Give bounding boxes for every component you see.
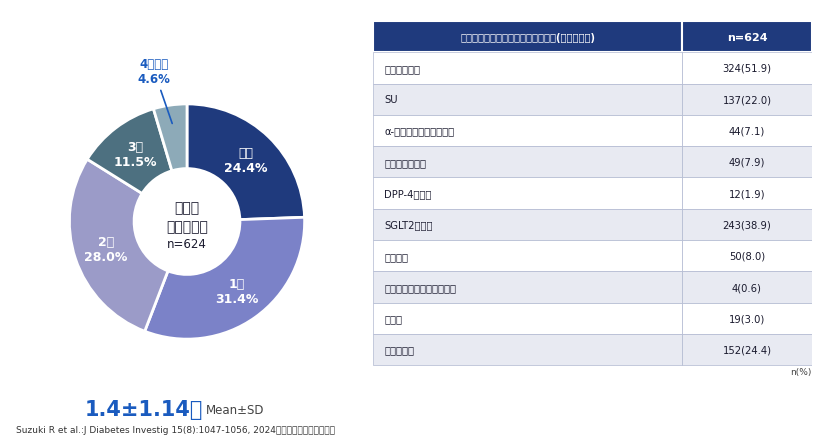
FancyBboxPatch shape [682,303,812,334]
FancyBboxPatch shape [682,116,812,147]
Wedge shape [187,105,305,220]
Text: 44(7.1): 44(7.1) [729,126,765,136]
FancyBboxPatch shape [373,53,682,85]
Text: Mean±SD: Mean±SD [206,403,264,416]
Text: 2剤
28.0%: 2剤 28.0% [84,235,128,263]
FancyBboxPatch shape [373,22,682,53]
FancyBboxPatch shape [682,147,812,178]
Text: アルドース還元酵素陰害薬: アルドース還元酵素陰害薬 [384,283,456,292]
FancyBboxPatch shape [373,334,682,365]
FancyBboxPatch shape [373,303,682,334]
Text: 19(3.0): 19(3.0) [729,314,765,324]
FancyBboxPatch shape [682,209,812,240]
FancyBboxPatch shape [373,116,682,147]
FancyBboxPatch shape [373,240,682,272]
Wedge shape [69,160,168,332]
FancyBboxPatch shape [682,22,812,53]
Text: Suzuki R et al.:J Diabetes Investig 15(8):1047-1056, 2024より作図・抜粹して作表: Suzuki R et al.:J Diabetes Investig 15(8… [16,424,335,434]
Text: 49(7.9): 49(7.9) [728,157,765,167]
Text: 4剤以上
4.6%: 4剤以上 4.6% [138,58,172,124]
Text: 243(38.9): 243(38.9) [723,220,771,230]
FancyBboxPatch shape [682,240,812,272]
Wedge shape [153,105,187,171]
Text: 137(22.0): 137(22.0) [723,95,771,105]
Wedge shape [145,218,305,339]
Text: 4(0.6): 4(0.6) [732,283,762,292]
FancyBboxPatch shape [373,85,682,116]
Text: メトホルミン: メトホルミン [384,64,420,74]
Text: なし
24.4%: なし 24.4% [224,147,268,175]
Text: グリニド: グリニド [384,251,408,261]
FancyBboxPatch shape [373,209,682,240]
Text: 1.4±1.14剤: 1.4±1.14剤 [85,399,204,420]
Circle shape [134,169,240,275]
Text: 12(1.9): 12(1.9) [728,189,765,199]
Text: α-グルコシダーゼ阴害薬: α-グルコシダーゼ阴害薬 [384,126,454,136]
Text: SGLT2陰害薬: SGLT2陰害薬 [384,220,433,230]
Text: 1剤
31.4%: 1剤 31.4% [215,277,258,305]
Text: 処方されていた糖尿病治療薬の種類(配合剤除く): 処方されていた糖尿病治療薬の種類(配合剤除く) [461,32,595,42]
Text: n=624: n=624 [167,238,207,251]
Text: 3剤
11.5%: 3剤 11.5% [114,140,157,168]
FancyBboxPatch shape [682,53,812,85]
Text: チアゾリジン薬: チアゾリジン薬 [384,157,426,167]
Text: 糖尿病: 糖尿病 [175,201,199,215]
FancyBboxPatch shape [373,178,682,209]
Text: n(%): n(%) [790,367,812,376]
FancyBboxPatch shape [682,272,812,303]
Text: 50(8.0): 50(8.0) [729,251,765,261]
Text: DPP-4陰害薬: DPP-4陰害薬 [384,189,432,199]
Text: 152(24.4): 152(24.4) [723,345,771,355]
Text: 治療薬なし: 治療薬なし [384,345,414,355]
Text: その他: その他 [384,314,402,324]
FancyBboxPatch shape [373,272,682,303]
FancyBboxPatch shape [682,334,812,365]
FancyBboxPatch shape [682,178,812,209]
FancyBboxPatch shape [373,147,682,178]
FancyBboxPatch shape [682,85,812,116]
Text: 治療薬の数: 治療薬の数 [166,220,208,234]
Text: SU: SU [384,95,398,105]
Wedge shape [87,110,172,194]
Text: 324(51.9): 324(51.9) [723,64,771,74]
Text: n=624: n=624 [727,32,767,42]
